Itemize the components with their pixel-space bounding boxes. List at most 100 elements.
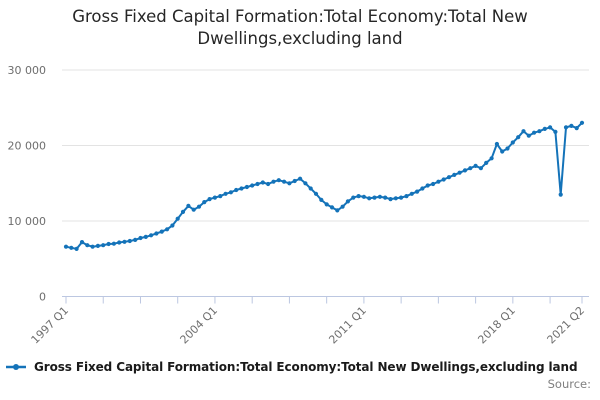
series-point [441,177,446,182]
series-point [579,120,585,125]
series-point [69,245,74,250]
series-point [175,216,180,221]
series-point [207,197,212,202]
series-point [276,178,281,183]
series-point [329,205,335,210]
series-point [345,199,350,204]
series-point [367,196,372,201]
series-point [95,243,100,248]
series-point [303,181,308,186]
series-point [308,186,313,191]
series-point [260,180,265,185]
series-point [133,237,138,242]
legend-item: Gross Fixed Capital Formation:Total Econ… [5,360,578,374]
x-tick-label: 2018 Q1 [475,304,518,347]
series-point [340,204,345,209]
series-point [244,184,249,190]
series-point [436,179,441,184]
series-point [415,189,420,194]
x-tick-label: 2004 Q1 [178,304,221,347]
series-point [457,170,462,175]
series-point [313,191,319,196]
series-point [255,181,260,187]
source-label: Source: [547,377,591,391]
line-chart: 0 10 000 20 000 30 000 1997 Q1 2004 Q1 2011 Q1… [8,64,589,347]
series-point [420,186,425,191]
x-tick-label: 1997 Q1 [29,304,72,347]
series-point [170,223,175,228]
series-point [351,195,356,200]
series-point [553,129,558,134]
series-point [292,178,297,184]
series-point [431,181,436,187]
series-point [138,235,143,241]
series-point [143,234,148,239]
series-point [372,195,377,200]
series-point [122,239,127,244]
series-point [239,186,244,191]
series-point [526,133,531,138]
series-point [85,243,90,248]
series-point [335,208,340,213]
y-tick-label: 30 000 [8,64,47,77]
series-point [180,209,186,214]
series-line [65,121,583,250]
series-point [282,179,287,184]
series-point [478,166,483,171]
series-point [404,194,409,199]
series-point [90,244,95,249]
series-point [521,129,526,134]
series-point [106,241,111,247]
x-tick-label: 2021 Q2 [545,304,588,347]
series-point [191,207,196,212]
y-tick-label: 20 000 [8,140,47,153]
series-point [356,194,361,199]
series-point [186,203,191,208]
series-point [532,130,537,135]
series-point [319,197,324,202]
series-point [196,204,202,209]
series-point [298,176,303,181]
series-point [218,194,223,199]
series-point [63,244,69,249]
series-point [228,190,233,195]
y-tick-label: 0 [39,291,46,304]
series-point [383,195,388,200]
legend-label: Gross Fixed Capital Formation:Total Econ… [34,360,578,374]
series-point [159,229,164,234]
series-point [154,231,159,236]
series-point [425,183,430,188]
series-point [558,192,563,197]
series-point [542,126,547,131]
series-point [510,140,515,145]
series-point [473,163,478,168]
series-point [149,233,154,238]
y-tick-label: 10 000 [8,215,47,228]
chart-title: Gross Fixed Capital Formation:Total Econ… [72,7,528,49]
series-point [212,195,217,200]
series-point [505,146,510,151]
series-point [537,129,542,134]
series-point [234,187,239,193]
series-point [548,125,553,130]
series-point [468,166,473,171]
series-point [202,200,207,205]
legend-line-dot-icon [6,364,26,370]
series-point [516,135,521,140]
series-point [165,227,170,232]
series-point [223,191,228,196]
series-point [563,125,569,130]
series-point [574,126,579,131]
series-point [409,191,414,196]
series-point [399,195,404,200]
series-point [452,172,457,177]
series-point [111,241,116,246]
series-point [393,196,398,201]
series-point [250,183,255,188]
series-point [79,240,85,245]
series-point [489,156,494,161]
series-point [569,123,574,128]
series-point [324,202,329,207]
series-point [361,194,366,199]
